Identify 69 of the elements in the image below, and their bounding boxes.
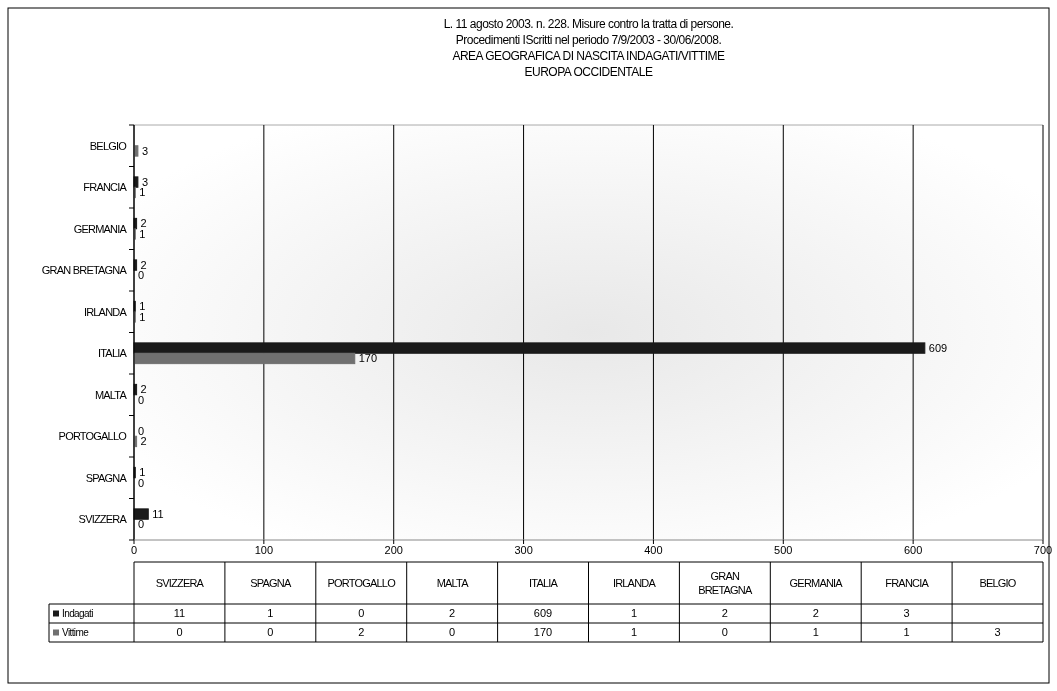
category-label: GRAN BRETAGNA [698,570,752,596]
text: 0 [358,607,365,620]
text: 2 [358,626,365,639]
text: 1 [630,607,638,620]
x-tick-label: 400 [644,544,663,556]
data-label: 0 [138,476,145,489]
category-label: BELGIO [979,577,1016,589]
text: 0 [449,626,456,639]
text: 170 [533,626,553,639]
category-label: FRANCIA [885,577,928,589]
data-label: 1 [139,300,146,313]
data-label: 0 [138,269,145,282]
data-label: 1 [139,466,146,479]
text: 0 [721,626,728,639]
data-label: 0 [138,424,145,437]
text: 0 [176,626,183,639]
data-label: 1 [139,227,146,240]
x-tick-label: 100 [254,544,274,556]
category-label: ITALIA [529,577,558,589]
y-tick-label: SVIZZERA [78,513,128,526]
data-label: 2 [140,217,147,230]
text: 3 [994,626,1001,639]
y-tick-label: FRANCIA [83,181,128,194]
y-tick-label: PORTOGALLO [58,430,128,443]
data-label: 11 [152,507,164,520]
data-label: 3 [141,175,149,188]
data-label: 2 [140,258,147,271]
data-label: 1 [139,186,146,199]
x-tick-label: 200 [384,544,403,556]
y-tick-label: BELGIO [89,139,128,152]
category-label: MALTA [436,577,468,589]
text: 1 [267,607,274,620]
x-tick-label: 0 [130,544,138,556]
data-label: 170 [358,352,378,365]
text: 3 [903,607,910,620]
data-label: 2 [140,435,147,448]
legend-label: Vittime [62,627,90,638]
category-label: SPAGNA [250,577,291,589]
data-label: 0 [138,518,145,531]
y-tick-label: ITALIA [97,347,128,360]
legend-label: Indagati [62,608,94,619]
text: 11 [173,607,186,620]
x-tick-label: 700 [1033,544,1053,556]
x-tick-label: 500 [774,544,793,556]
x-tick-label: 600 [903,544,923,556]
chart-title: L. 11 agosto 2003. n. 228. Misure contro la tratta di persone. Procedimenti IScritti nel periodo 7/9/2003 - 30/06/2008. AREA GEOGRAFICA DI NASCITA INDAGATI/VITTIME EUROPA OCCIDENTALE [443,17,734,79]
text: 2 [449,607,456,620]
text: 1 [630,626,638,639]
text: 2 [721,607,728,620]
text: 0 [267,626,274,639]
y-tick-label: GERMANIA [73,222,128,235]
data-label: 1 [139,310,146,323]
data-label: 2 [140,383,147,396]
category-label: SVIZZERA [155,577,204,589]
text: 2 [812,607,819,620]
category-label: GERMANIA [789,577,842,589]
y-tick-label: IRLANDA [83,305,128,318]
text: 1 [903,626,910,639]
y-tick-label: GRAN BRETAGNA [41,264,128,277]
x-tick-label: 300 [514,544,533,556]
text: 1 [812,626,819,639]
category-label: IRLANDA [612,577,655,589]
y-tick-label: SPAGNA [85,471,128,484]
data-label: 3 [141,144,149,157]
text: 609 [533,607,553,620]
data-label: 0 [138,393,145,406]
category-label: PORTOGALLO [327,577,395,589]
y-tick-label: MALTA [94,388,128,401]
data-label: 609 [928,341,948,354]
